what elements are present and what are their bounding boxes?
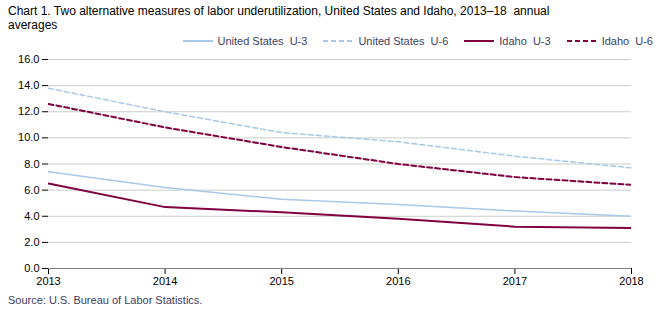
svg-text:16.0: 16.0 (18, 53, 39, 65)
svg-text:2013: 2013 (36, 275, 60, 287)
svg-text:2.0: 2.0 (24, 236, 39, 248)
html-text:Source: U.S. Bureau of Labor S: Source: U.S. Bureau of Labor Statistics. (8, 294, 203, 306)
html-text:United States U-3: United States U-3 (217, 35, 308, 47)
svg-text:2018: 2018 (619, 275, 643, 287)
html-text:Idaho U-3: Idaho U-3 (499, 35, 551, 47)
svg-text:6.0: 6.0 (24, 184, 39, 196)
html-text:United States U-6: United States U-6 (358, 35, 449, 47)
svg-text:8.0: 8.0 (24, 158, 39, 170)
svg-text:2014: 2014 (153, 275, 177, 287)
svg-text:10.0: 10.0 (18, 131, 39, 143)
svg-text:0.0: 0.0 (24, 262, 39, 274)
html-text:Chart 1. Two alternative measu: Chart 1. Two alternative measures of lab… (8, 4, 550, 32)
html-text:Idaho U-6: Idaho U-6 (601, 35, 653, 47)
svg-text:12.0: 12.0 (18, 105, 39, 117)
svg-text:2016: 2016 (386, 275, 410, 287)
svg-text:2017: 2017 (503, 275, 527, 287)
svg-text:14.0: 14.0 (18, 79, 39, 91)
svg-text:2015: 2015 (269, 275, 293, 287)
svg-text:4.0: 4.0 (24, 210, 39, 222)
